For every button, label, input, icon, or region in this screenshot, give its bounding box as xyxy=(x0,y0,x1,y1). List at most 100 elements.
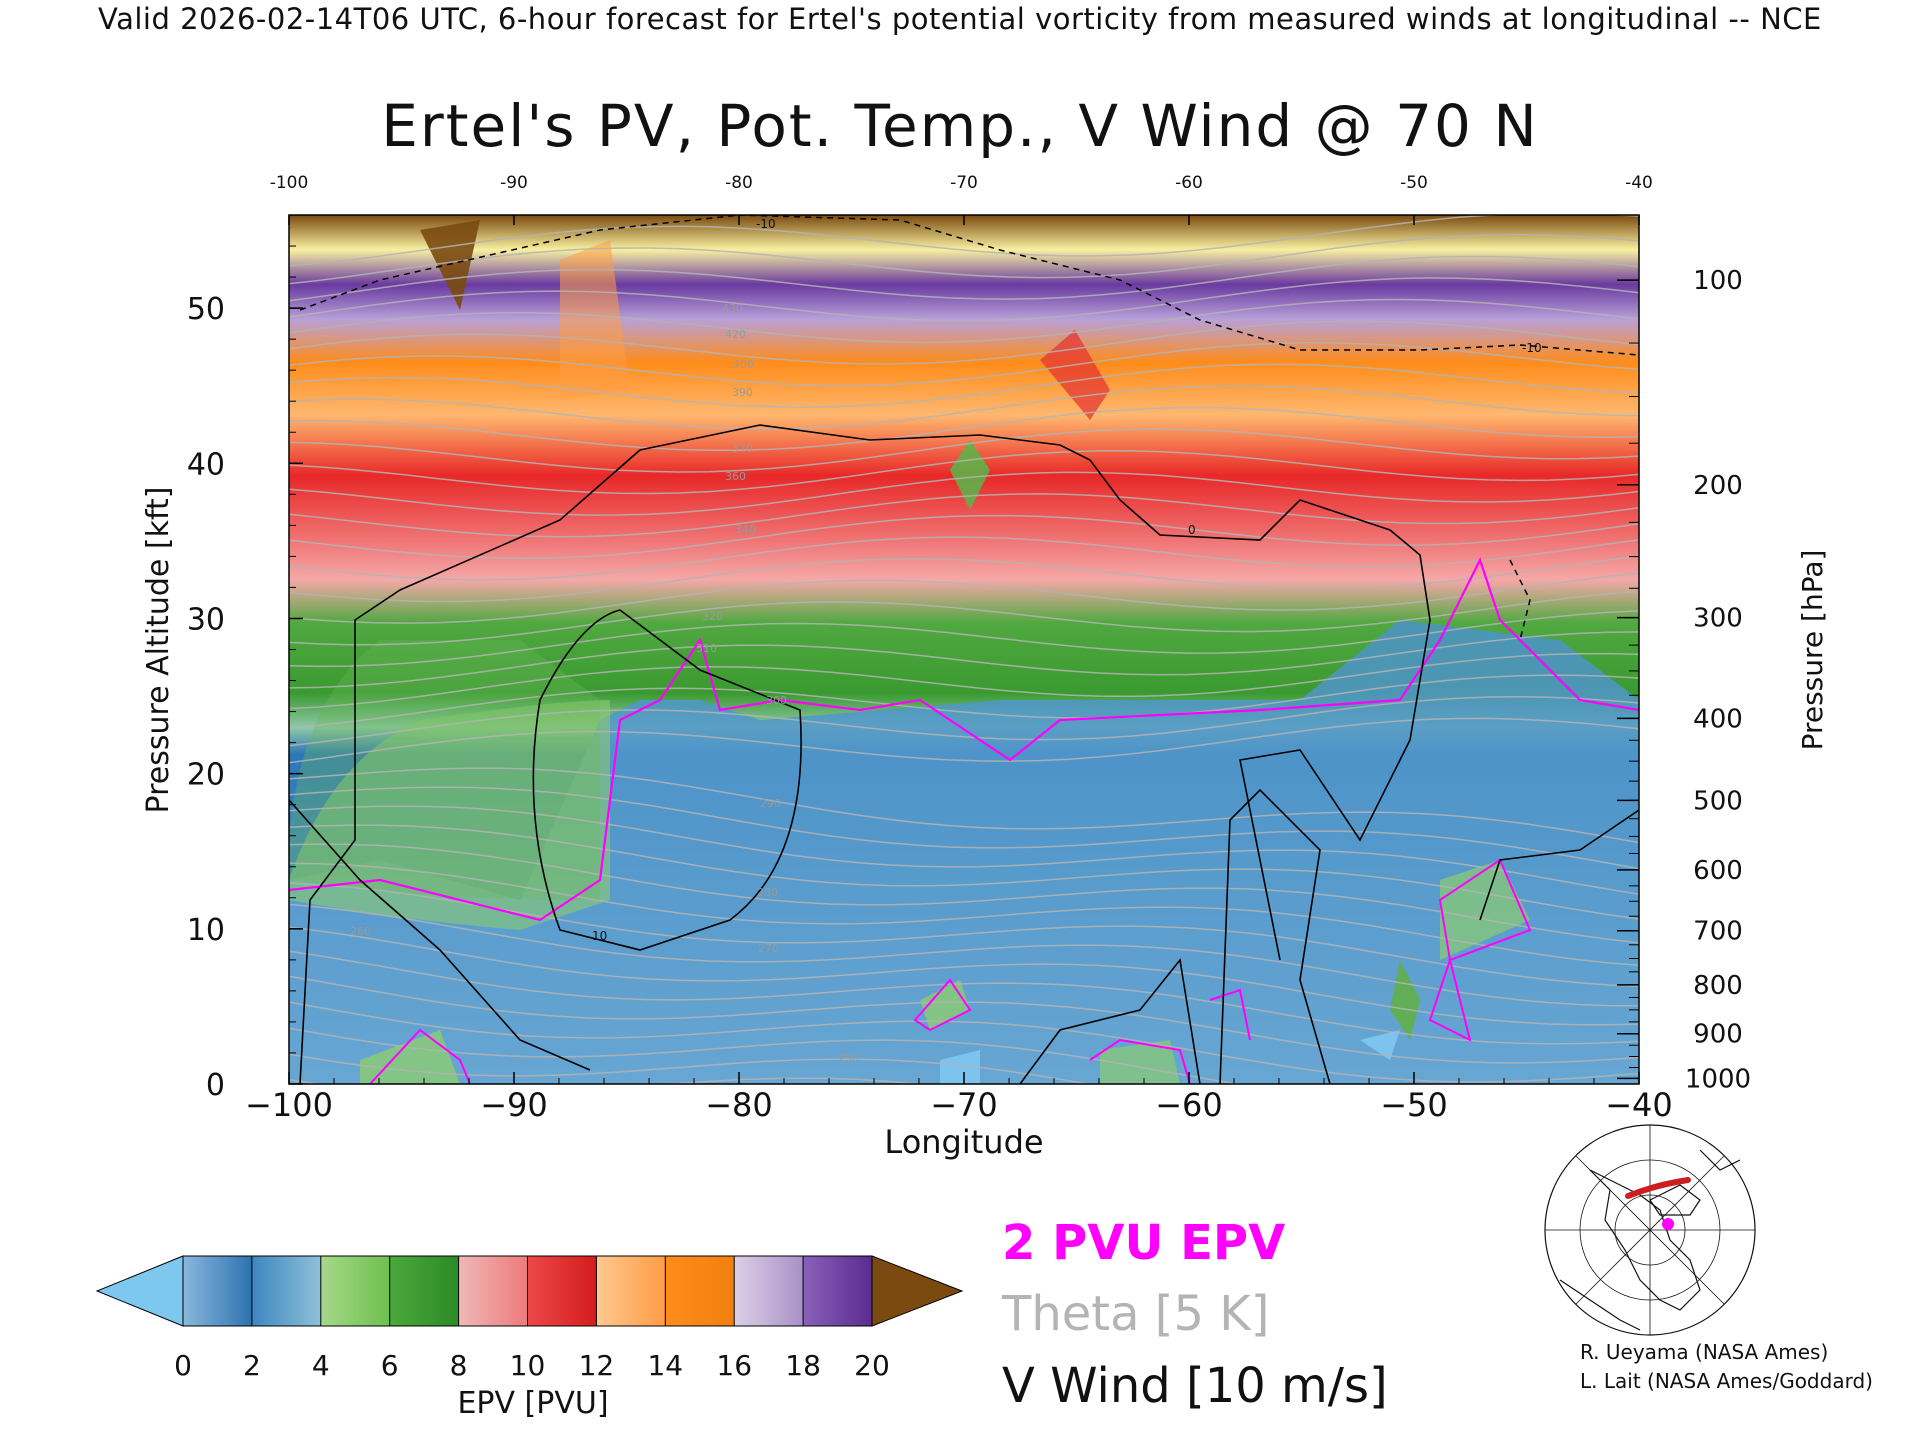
theta-label: 280 xyxy=(757,886,778,899)
colorbar-bin xyxy=(458,1256,528,1326)
colorbar-bin xyxy=(665,1256,735,1326)
pressure-tick-label: 700 xyxy=(1693,917,1743,947)
theta-contour-line xyxy=(289,695,1639,747)
top-x-tick-label: -50 xyxy=(1400,173,1428,193)
colorbar-tick-label: 4 xyxy=(312,1349,330,1382)
colorbar-tick-label: 18 xyxy=(785,1349,821,1382)
top-x-tick-label: -60 xyxy=(1175,173,1203,193)
theta-contour-line xyxy=(289,298,1639,344)
pressure-tick-label: 500 xyxy=(1693,786,1743,816)
colorbar-tick-label: 2 xyxy=(243,1349,261,1382)
pressure-tick-label: 200 xyxy=(1693,471,1743,501)
epv-2pvu-contour xyxy=(289,557,1639,922)
theta-label: 270 xyxy=(758,942,779,955)
y-tick-label: 20 xyxy=(187,758,225,793)
vwind-label: 0 xyxy=(1188,523,1196,537)
theta-label: 320 xyxy=(702,610,723,623)
theta-labels: 430 420 400 390 370 360 340 320 310 300 290 280 270 2… xyxy=(350,302,859,1065)
theta-contour-line xyxy=(289,786,1639,870)
y-tick-label: 40 xyxy=(187,447,225,482)
theta-contour-line xyxy=(289,631,1639,689)
x-tick-label: −40 xyxy=(1605,1086,1673,1124)
theta-label: 390 xyxy=(732,386,753,399)
theta-contour-line xyxy=(289,610,1639,668)
y-axis-label-left: Pressure Altitude [kft] xyxy=(141,487,176,814)
y-tick-label: 50 xyxy=(187,292,225,327)
pressure-tick-label: 800 xyxy=(1693,971,1743,1001)
legend-theta: Theta [5 K] xyxy=(1002,1286,1270,1342)
theta-contour-line xyxy=(289,950,1639,1045)
theta-label: 290 xyxy=(760,797,781,810)
credit-line-1: R. Ueyama (NASA Ames) xyxy=(1580,1340,1829,1364)
theta-contour-line xyxy=(289,277,1639,322)
y-tick-label: 10 xyxy=(187,913,225,948)
theta-label: 420 xyxy=(725,328,746,341)
theta-label: 340 xyxy=(735,523,756,536)
theta-label: 260 xyxy=(350,925,371,938)
theta-label: 250 xyxy=(838,1052,859,1065)
x-tick-label: −70 xyxy=(930,1086,998,1124)
vwind-label: 10 xyxy=(592,929,607,943)
x-tick-label: −100 xyxy=(245,1086,333,1124)
theta-contour-line xyxy=(289,428,1639,473)
vwind-labels: -10 -10 0 10 xyxy=(592,217,1542,943)
colorbar-bin xyxy=(320,1256,390,1326)
x-tick-label: −90 xyxy=(480,1086,548,1124)
theta-contour-line xyxy=(289,882,1639,988)
x-axis-label: Longitude xyxy=(884,1123,1043,1161)
chart-title: Ertel's PV, Pot. Temp., V Wind @ 70 N xyxy=(381,92,1539,160)
legend-vwind: V Wind [10 m/s] xyxy=(1002,1358,1388,1414)
theta-contour-line xyxy=(289,255,1639,302)
colorbar-tick-label: 16 xyxy=(716,1349,752,1382)
vwind-contour-0 xyxy=(299,424,1431,1084)
colorbar-tick-label: 8 xyxy=(450,1349,468,1382)
theta-contour-line xyxy=(289,926,1639,1026)
colorbar-bin xyxy=(251,1256,321,1326)
theta-contour-line xyxy=(289,652,1639,710)
theta-contour-line xyxy=(289,590,1639,646)
y-tick-label: 0 xyxy=(206,1068,225,1103)
colorbar-tick-label: 20 xyxy=(854,1349,890,1382)
theta-label: 430 xyxy=(722,302,743,315)
theta-label: 300 xyxy=(766,694,787,707)
theta-contour-line xyxy=(289,493,1639,538)
pressure-tick-label: 900 xyxy=(1693,1020,1743,1050)
theta-contour-line xyxy=(289,843,1639,944)
pressure-tick-label: 100 xyxy=(1693,266,1743,296)
colorbar-tick-label: 10 xyxy=(510,1349,546,1382)
x-tick-label: −60 xyxy=(1155,1086,1223,1124)
theta-label: 400 xyxy=(733,358,754,371)
credit-line-2: L. Lait (NASA Ames/Goddard) xyxy=(1580,1369,1873,1393)
forecast-banner: Valid 2026-02-14T06 UTC, 6-hour forecast… xyxy=(98,2,1822,36)
top-x-tick-label: -80 xyxy=(725,173,753,193)
theta-contour-line xyxy=(289,1027,1243,1084)
pressure-tick-label: 400 xyxy=(1693,704,1743,734)
theta-contour-line xyxy=(289,450,1639,495)
colorbar-tick-label: 6 xyxy=(381,1349,399,1382)
theta-contour-line xyxy=(289,471,1639,516)
pressure-tick-label: 600 xyxy=(1693,856,1743,886)
y-tick-label: 30 xyxy=(187,602,225,637)
theta-contour-line xyxy=(289,824,1639,920)
colorbar-label: EPV [PVU] xyxy=(457,1386,608,1421)
theta-label: 310 xyxy=(696,642,717,655)
top-x-tick-label: -90 xyxy=(500,173,528,193)
left-altitude-axis: 0 10 20 30 40 50 xyxy=(187,245,303,1103)
bottom-longitude-axis: −100 −90 −80 −70 −60 −50 −40 xyxy=(245,1072,1673,1124)
colorbar-tick-label: 12 xyxy=(579,1349,615,1382)
theta-contour-line xyxy=(289,385,1639,430)
colorbar-bin xyxy=(596,1256,666,1326)
theta-contour-line xyxy=(289,406,1639,452)
theta-contour-line xyxy=(289,555,1639,603)
theta-contour-line xyxy=(289,363,1639,408)
right-pressure-axis: 100 200 300 400 500 600 700 800 900 1000 xyxy=(1617,266,1751,1094)
top-x-tick-label: -70 xyxy=(950,173,978,193)
x-tick-label: −80 xyxy=(705,1086,773,1124)
vwind-label: -10 xyxy=(1522,341,1542,355)
theta-contour-line xyxy=(289,674,1639,729)
colorbar-under-arrow xyxy=(95,1255,184,1327)
colorbar-tick-label: 0 xyxy=(174,1349,192,1382)
theta-contour-line xyxy=(289,341,1639,387)
theta-contour-line xyxy=(289,903,1639,1007)
